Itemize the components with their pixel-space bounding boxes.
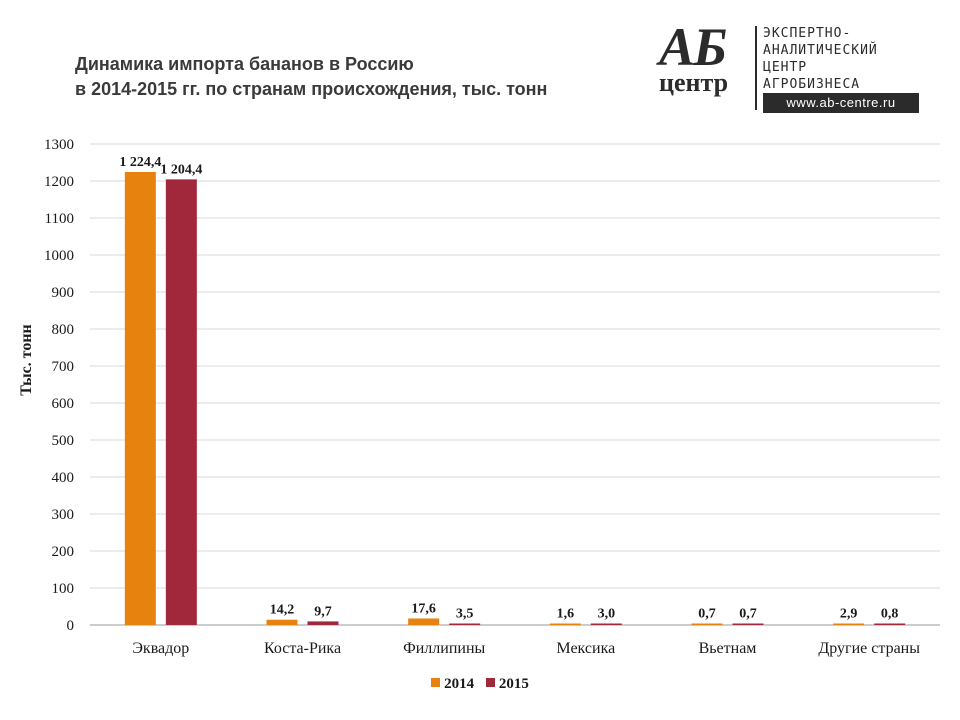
y-tick-label: 100	[52, 581, 75, 597]
data-label: 0,8	[881, 607, 899, 622]
logo-line3: ЦЕНТР	[763, 60, 808, 75]
legend-label-2015: 2015	[498, 676, 529, 692]
bar-2014	[549, 623, 581, 625]
ab-centre-logo: АБ центр ЭКСПЕРТНО- АНАЛИТИЧЕСКИЙ ЦЕНТР …	[655, 17, 935, 114]
y-tick-label: 900	[52, 285, 75, 301]
y-tick-label: 500	[52, 433, 75, 449]
data-label: 1,6	[557, 607, 575, 622]
legend-swatch-2015	[485, 678, 495, 687]
legend-swatch-2014	[431, 678, 441, 687]
legend-label-2014: 2014	[444, 676, 475, 692]
x-tick-label: Мексика	[556, 640, 615, 657]
bar-2015	[732, 623, 764, 625]
y-tick-label: 1300	[44, 137, 74, 153]
x-tick-label: Другие страны	[818, 640, 920, 657]
data-label: 2,9	[840, 607, 858, 622]
logo-divider	[755, 26, 757, 110]
y-tick-label: 300	[52, 507, 75, 523]
y-tick-label: 800	[52, 322, 75, 338]
chart-title-line2: в 2014-2015 гг. по странам происхождения…	[75, 79, 548, 99]
logo-url: www.ab-centre.ru	[763, 93, 919, 113]
bar-2015	[449, 623, 481, 625]
y-tick-label: 400	[52, 470, 75, 486]
logo-mark-bottom: центр	[659, 68, 729, 97]
bar-2015	[590, 623, 622, 625]
bar-2015	[874, 623, 906, 625]
logo-line1: ЭКСПЕРТНО-	[763, 26, 852, 41]
logo-line4: АГРОБИЗНЕСА	[763, 77, 861, 92]
data-label: 14,2	[270, 603, 295, 618]
data-label: 0,7	[739, 607, 757, 622]
legend-item-2015: 2015	[485, 676, 529, 693]
bar-2014	[833, 623, 865, 625]
data-label: 9,7	[314, 604, 332, 619]
y-tick-label: 700	[52, 359, 75, 375]
y-tick-label: 1200	[44, 174, 74, 190]
bar-2014	[124, 171, 156, 626]
data-label: 1 204,4	[160, 162, 202, 177]
logo-mark: АБ центр	[655, 17, 755, 102]
chart-title-line1: Динамика импорта бананов в Россию	[75, 54, 414, 74]
x-tick-label: Вьетнам	[699, 640, 757, 657]
y-tick-label: 200	[52, 544, 75, 560]
logo-mark-top: АБ	[659, 17, 727, 77]
data-label: 1 224,4	[119, 155, 161, 170]
legend-item-2014: 2014	[431, 676, 474, 693]
x-tick-label: Коста-Рика	[264, 640, 341, 657]
chart-title: Динамика импорта бананов в Россию в 2014…	[75, 52, 547, 102]
legend: 2014 2015	[0, 676, 960, 693]
y-tick-label: 1100	[45, 211, 74, 227]
x-tick-label: Филлипины	[403, 640, 485, 657]
data-label: 3,0	[598, 607, 616, 622]
logo-line2: АНАЛИТИЧЕСКИЙ	[763, 43, 878, 58]
y-tick-label: 1000	[44, 248, 74, 264]
logo-text: ЭКСПЕРТНО- АНАЛИТИЧЕСКИЙ ЦЕНТР АГРОБИЗНЕ…	[763, 25, 878, 93]
y-axis-label: Тыс. тонн	[18, 324, 35, 396]
bar-2015	[165, 179, 197, 625]
data-label: 0,7	[698, 607, 716, 622]
bar-2015	[307, 621, 339, 625]
y-tick-label: 600	[52, 396, 75, 412]
data-label: 17,6	[411, 601, 436, 616]
x-tick-label: Эквадор	[132, 640, 189, 657]
data-label: 3,5	[456, 607, 474, 622]
bar-2014	[691, 623, 723, 625]
y-tick-label: 0	[67, 618, 75, 634]
bar-2014	[266, 619, 298, 625]
bar-2014	[408, 618, 440, 625]
